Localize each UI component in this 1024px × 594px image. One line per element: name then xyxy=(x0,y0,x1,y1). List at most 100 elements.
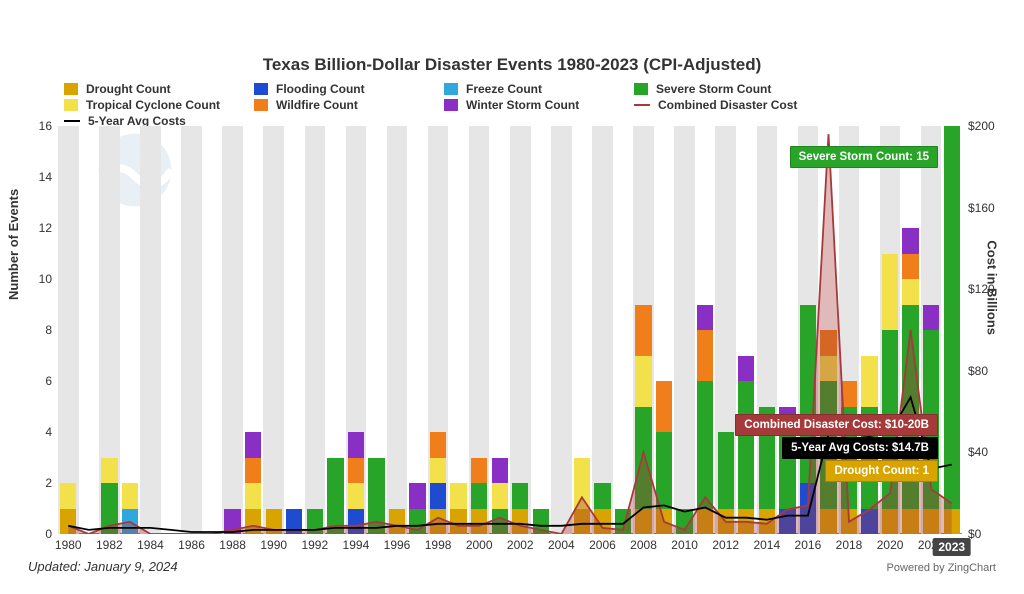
grid-band xyxy=(510,126,531,534)
bar-seg-winter_storm xyxy=(348,432,364,458)
x-tick: 1982 xyxy=(96,538,123,552)
y2-tick: $40 xyxy=(968,445,988,459)
x-tick: 2016 xyxy=(795,538,822,552)
bar-seg-flooding xyxy=(286,509,302,535)
legend-item-wildfire[interactable]: Wildfire Count xyxy=(254,98,444,112)
bar-seg-drought xyxy=(266,509,282,535)
bar-seg-severe_storm xyxy=(738,381,754,509)
bar-2009[interactable] xyxy=(656,381,672,534)
legend-label: Combined Disaster Cost xyxy=(658,98,797,112)
bar-2008[interactable] xyxy=(635,305,651,535)
y-tick: 6 xyxy=(45,374,52,388)
bar-2000[interactable] xyxy=(471,458,487,535)
legend-item-drought[interactable]: Drought Count xyxy=(64,82,254,96)
y-tick: 4 xyxy=(45,425,52,439)
updated-text: Updated: January 9, 2024 xyxy=(28,559,178,574)
bar-seg-severe_storm xyxy=(368,458,384,535)
legend-item-freeze[interactable]: Freeze Count xyxy=(444,82,634,96)
y-tick: 14 xyxy=(39,170,52,184)
bar-2007[interactable] xyxy=(615,509,631,535)
bar-2010[interactable] xyxy=(676,509,692,535)
x-tick: 2012 xyxy=(712,538,739,552)
x-tick: 1998 xyxy=(425,538,452,552)
bar-seg-drought xyxy=(656,509,672,535)
bar-1983[interactable] xyxy=(122,483,138,534)
bar-seg-severe_storm xyxy=(533,509,549,535)
y-tick: 16 xyxy=(39,119,52,133)
bar-1990[interactable] xyxy=(266,509,282,535)
bar-seg-tropical_cyclone xyxy=(450,483,466,509)
bar-1982[interactable] xyxy=(101,458,117,535)
bar-2001[interactable] xyxy=(492,458,508,535)
bar-2003[interactable] xyxy=(533,509,549,535)
grid-band xyxy=(58,126,79,534)
bar-seg-drought xyxy=(471,509,487,535)
x-tick: 1980 xyxy=(55,538,82,552)
bar-2020[interactable] xyxy=(882,254,898,535)
bar-seg-wildfire xyxy=(245,458,261,484)
bar-seg-drought xyxy=(594,509,610,535)
bar-2005[interactable] xyxy=(574,458,590,535)
bar-2002[interactable] xyxy=(512,483,528,534)
legend-label: Severe Storm Count xyxy=(656,82,771,96)
bar-1997[interactable] xyxy=(409,483,425,534)
bar-1994[interactable] xyxy=(348,432,364,534)
y-tick: 10 xyxy=(39,272,52,286)
bar-2023[interactable] xyxy=(944,126,960,534)
bar-seg-severe_storm xyxy=(676,509,692,535)
bar-seg-drought xyxy=(944,509,960,535)
bar-seg-severe_storm xyxy=(101,483,117,534)
x-tick: 1986 xyxy=(178,538,205,552)
grid-band xyxy=(263,126,284,534)
legend-item-combined_cost[interactable]: Combined Disaster Cost xyxy=(634,98,824,112)
legend-item-flooding[interactable]: Flooding Count xyxy=(254,82,444,96)
grid-band xyxy=(305,126,326,534)
bar-1995[interactable] xyxy=(368,458,384,535)
legend-label: Tropical Cyclone Count xyxy=(86,98,220,112)
bar-seg-severe_storm xyxy=(944,126,960,509)
tooltip-severe-storm: Severe Storm Count: 15 xyxy=(790,146,938,168)
legend-item-severe_storm[interactable]: Severe Storm Count xyxy=(634,82,824,96)
bar-seg-severe_storm xyxy=(409,509,425,535)
bar-2021[interactable] xyxy=(902,228,918,534)
bar-seg-drought xyxy=(635,509,651,535)
bar-2006[interactable] xyxy=(594,483,610,534)
y-tick: 2 xyxy=(45,476,52,490)
bar-1999[interactable] xyxy=(450,483,466,534)
bar-1989[interactable] xyxy=(245,432,261,534)
bar-1993[interactable] xyxy=(327,458,343,535)
x-tick: 1984 xyxy=(137,538,164,552)
grid-band xyxy=(551,126,572,534)
bar-seg-severe_storm xyxy=(471,483,487,509)
bar-1998[interactable] xyxy=(430,432,446,534)
x-tick: 2002 xyxy=(507,538,534,552)
x-tick: 1990 xyxy=(260,538,287,552)
bar-seg-winter_storm xyxy=(738,356,754,382)
bar-seg-winter_storm xyxy=(923,305,939,331)
bar-1991[interactable] xyxy=(286,509,302,535)
grid-band xyxy=(592,126,613,534)
bar-seg-winter_storm xyxy=(224,509,240,535)
bar-seg-flooding xyxy=(779,509,795,535)
bar-2011[interactable] xyxy=(697,305,713,535)
bar-2012[interactable] xyxy=(718,432,734,534)
legend-item-tropical_cyclone[interactable]: Tropical Cyclone Count xyxy=(64,98,254,112)
x-tick: 2010 xyxy=(671,538,698,552)
bar-seg-wildfire xyxy=(902,254,918,280)
grid-band xyxy=(222,126,243,534)
bar-seg-flooding xyxy=(430,483,446,509)
bar-1996[interactable] xyxy=(389,509,405,535)
tooltip-drought: Drought Count: 1 xyxy=(825,460,938,482)
bar-seg-tropical_cyclone xyxy=(820,356,836,382)
bar-seg-winter_storm xyxy=(409,483,425,509)
legend-swatch xyxy=(444,83,458,95)
bar-seg-tropical_cyclone xyxy=(492,483,508,509)
bar-2013[interactable] xyxy=(738,356,754,535)
x-tick: 1996 xyxy=(384,538,411,552)
bar-1992[interactable] xyxy=(307,509,323,535)
bar-seg-tropical_cyclone xyxy=(245,483,261,509)
bar-1988[interactable] xyxy=(224,509,240,535)
powered-by-text: Powered by ZingChart xyxy=(887,562,996,574)
legend-item-winter_storm[interactable]: Winter Storm Count xyxy=(444,98,634,112)
bar-1980[interactable] xyxy=(60,483,76,534)
